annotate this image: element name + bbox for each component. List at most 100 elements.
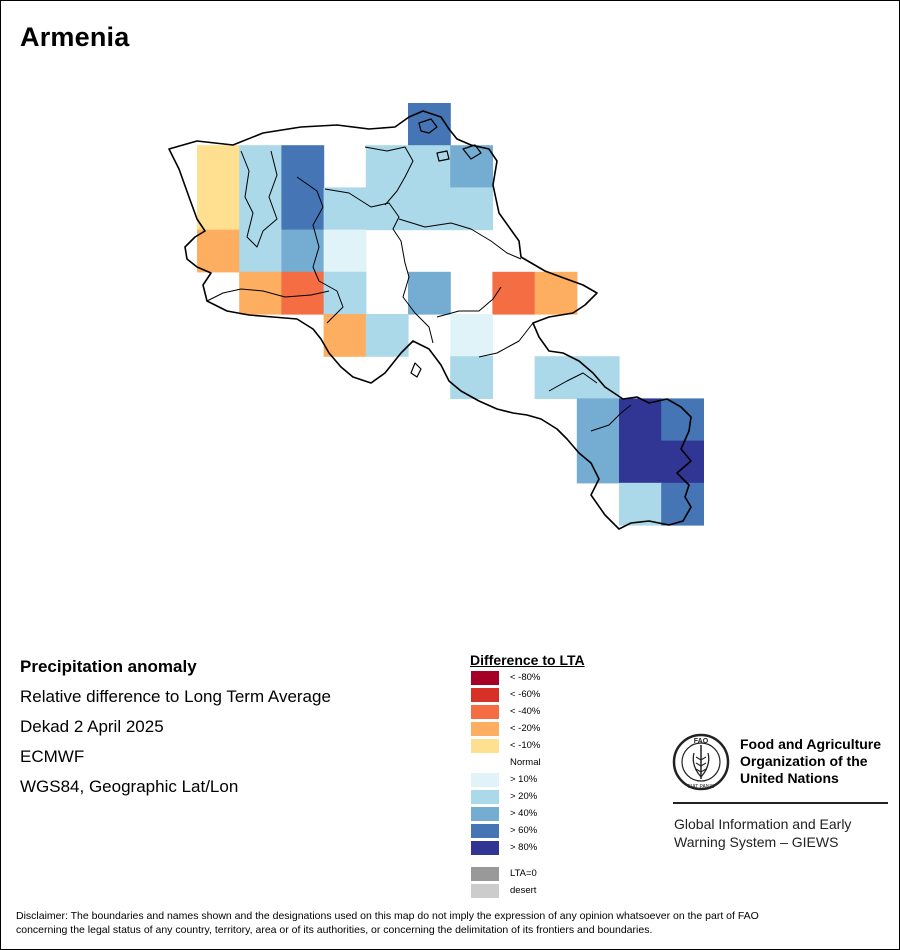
grid-cell [323, 271, 367, 315]
grid-cell [408, 145, 451, 188]
legend-swatch [471, 739, 499, 753]
internal-border-6 [206, 288, 330, 302]
grid-cell [661, 398, 704, 442]
grid-cell [408, 271, 451, 315]
enclave-north [418, 118, 438, 134]
fao-logo-icon: FAO FIAT PANIS [672, 733, 730, 791]
internal-border-3 [324, 188, 434, 344]
map-title: Armenia [20, 22, 130, 52]
legend-label: < -40% [510, 706, 541, 717]
legend-item-9: > 60% [470, 823, 585, 840]
grid-cell [323, 229, 367, 273]
legend-extra-items: LTA=0 desert [470, 866, 585, 900]
fao-organization-name: Food and Agriculture Organization of the… [740, 736, 882, 786]
grid-cell [450, 314, 493, 357]
anomaly-grid [197, 103, 704, 526]
legend-item-10: > 80% [470, 840, 585, 857]
grid-cell [239, 271, 282, 315]
legend-item-7: > 20% [470, 789, 585, 806]
grid-cell [281, 229, 325, 273]
precipitation-map [168, 103, 704, 530]
internal-border-9 [548, 372, 598, 392]
grid-cell [534, 271, 578, 315]
legend-label: < -20% [510, 723, 541, 734]
svg-text:FIAT PANIS: FIAT PANIS [688, 784, 715, 790]
grid-cell [239, 145, 282, 188]
legend-item-8: > 40% [470, 806, 585, 823]
legend-swatch [471, 841, 499, 855]
grid-cell [661, 440, 704, 484]
legend-label: > 60% [510, 825, 538, 836]
disclaimer: Disclaimer: The boundaries and names sho… [16, 910, 759, 936]
legend-label: < -10% [510, 740, 541, 751]
map-subtitle: Relative difference to Long Term Average [20, 687, 331, 706]
grid-cell [408, 187, 451, 231]
giews-label: Global Information and Early Warning Sys… [674, 816, 852, 850]
grid-cell [619, 482, 662, 526]
legend-label: LTA=0 [510, 868, 537, 879]
legend-label: > 20% [510, 791, 538, 802]
grid-cell [197, 229, 240, 273]
svg-text:FAO: FAO [694, 738, 709, 745]
grid-cell [408, 103, 451, 146]
grid-cell [365, 187, 409, 231]
legend-swatch [471, 688, 499, 702]
legend-label: > 80% [510, 842, 538, 853]
fao-divider [673, 802, 888, 804]
legend-swatch [471, 884, 499, 898]
grid-cell [450, 187, 493, 231]
grid-cell [323, 187, 367, 231]
lake-sevan [410, 362, 422, 378]
internal-border-7 [436, 286, 502, 318]
legend-extra-1: desert [470, 883, 585, 900]
grid-cell [281, 187, 325, 231]
legend-item-2: < -40% [470, 704, 585, 721]
legend-swatch [471, 867, 499, 881]
grid-cell [197, 187, 240, 231]
legend: Difference to LTA < -80% < -60% < -40% < -2… [470, 652, 585, 900]
legend-label: desert [510, 885, 537, 896]
grid-cell [450, 145, 493, 188]
legend-swatch [471, 790, 499, 804]
grid-cell [619, 398, 662, 442]
legend-item-1: < -60% [470, 687, 585, 704]
enclave-ne [436, 150, 450, 162]
grid-cell [450, 356, 493, 399]
grid-cell [492, 271, 536, 315]
grid-cell [619, 440, 662, 484]
legend-label: > 40% [510, 808, 538, 819]
grid-cell [323, 314, 367, 357]
grid-cell [239, 187, 282, 231]
legend-swatch [471, 722, 499, 736]
legend-item-4: < -10% [470, 738, 585, 755]
legend-extra-0: LTA=0 [470, 866, 585, 883]
map-source: ECMWF [20, 747, 85, 766]
grid-cell [661, 482, 704, 526]
grid-cell [534, 356, 578, 399]
grid-cell [365, 314, 409, 357]
legend-swatch [471, 824, 499, 838]
internal-border-1 [240, 150, 278, 248]
legend-label: < -60% [510, 689, 541, 700]
legend-item-0: < -80% [470, 670, 585, 687]
legend-label: < -80% [510, 672, 541, 683]
country-borders [168, 110, 692, 530]
enclave-east [462, 144, 482, 160]
legend-item-5: Normal [470, 755, 585, 772]
internal-border-4 [364, 146, 414, 206]
legend-item-3: < -20% [470, 721, 585, 738]
internal-border-5 [398, 218, 522, 260]
legend-title: Difference to LTA [470, 652, 585, 668]
legend-items: < -80% < -60% < -40% < -20% < -10% Normal > 10… [470, 670, 585, 857]
map-projection: WGS84, Geographic Lat/Lon [20, 777, 239, 796]
legend-item-6: > 10% [470, 772, 585, 789]
armenia-outline [168, 110, 692, 530]
internal-border-2 [296, 176, 344, 324]
grid-cell [365, 145, 409, 188]
legend-swatch [471, 671, 499, 685]
legend-swatch [471, 705, 499, 719]
legend-swatch [471, 807, 499, 821]
legend-label: > 10% [510, 774, 538, 785]
grid-cell [576, 398, 620, 442]
